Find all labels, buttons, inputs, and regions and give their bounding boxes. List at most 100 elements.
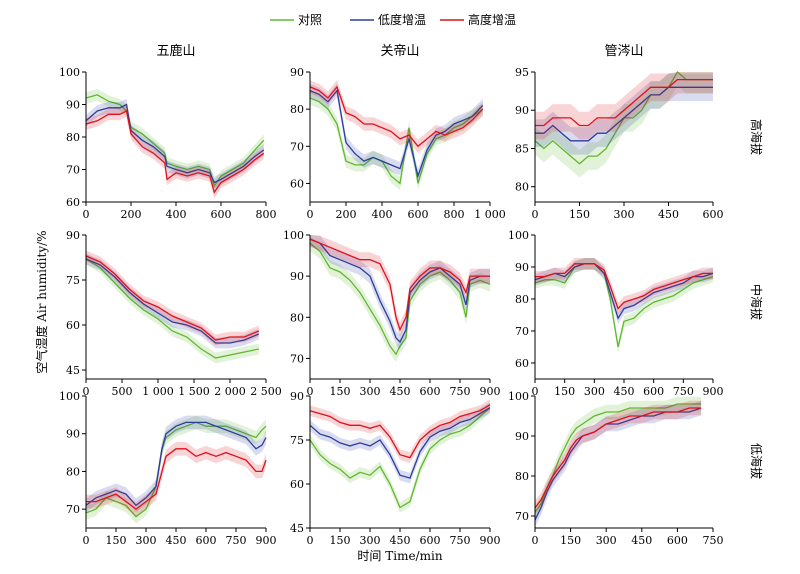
y-tick-label: 90 [66, 229, 80, 242]
legend-label-low-warming: 低度增温 [378, 12, 426, 27]
x-tick-label: 500 [112, 385, 133, 398]
y-tick-label: 80 [66, 131, 80, 144]
y-tick-label: 80 [290, 311, 304, 324]
y-tick-label: 90 [66, 428, 80, 441]
x-tick-label: 400 [166, 208, 187, 221]
panel-1-1: 0 150 300 450 600 750 900 70 80 90 100 [283, 229, 501, 398]
x-tick-label: 1 000 [474, 208, 506, 221]
series-line-2 [534, 407, 702, 509]
y-tick-label: 70 [290, 352, 304, 365]
series-line-1 [534, 263, 714, 320]
series-band-1 [310, 235, 490, 350]
series-band-1 [310, 402, 490, 484]
y-tick-label: 90 [66, 99, 80, 112]
row-label-mid: 中海拔 [749, 284, 764, 320]
series-band-2 [86, 105, 264, 199]
series-band-2 [310, 235, 490, 337]
series-band-2 [535, 400, 702, 516]
series-line-0 [534, 263, 714, 348]
series-band-2 [310, 80, 483, 153]
series-line-2 [86, 448, 267, 510]
row-label-high: 高海拔 [749, 119, 764, 155]
panel-1-0: 0 500 1 000 1 500 2 000 2 500 45 60 75 90 [66, 229, 282, 398]
series-band-1 [86, 253, 259, 349]
y-tick-label: 100 [508, 229, 529, 242]
series-band-2 [535, 72, 713, 140]
x-tick-label: 450 [390, 385, 411, 398]
series-line-1 [85, 258, 260, 344]
x-tick-label: 400 [372, 208, 393, 221]
series-line-2 [309, 404, 491, 459]
x-tick-label: 800 [256, 208, 277, 221]
x-tick-label: 150 [330, 534, 351, 547]
x-tick-label: 300 [596, 534, 617, 547]
y-tick-label: 70 [515, 510, 529, 523]
x-tick-label: 200 [121, 208, 142, 221]
row-label-low: 低海拔 [749, 443, 764, 479]
legend: 对照 低度增温 高度增温 [270, 12, 516, 27]
y-tick-label: 80 [515, 470, 529, 483]
y-tick-label: 45 [290, 522, 304, 535]
y-tick-label: 60 [290, 478, 304, 491]
series-band-1 [535, 73, 713, 155]
series-line-1 [309, 407, 491, 479]
y-tick-label: 80 [66, 465, 80, 478]
y-tick-label: 80 [515, 293, 529, 306]
series-line-1 [309, 238, 490, 344]
y-tick-label: 45 [66, 364, 80, 377]
series-line-1 [535, 86, 713, 142]
legend-label-control: 对照 [298, 13, 322, 27]
x-tick-label: 2 000 [214, 385, 246, 398]
x-tick-label: 300 [136, 534, 157, 547]
series-line-2 [309, 238, 490, 332]
x-tick-label: 750 [673, 385, 694, 398]
y-tick-label: 60 [290, 177, 304, 190]
x-tick-label: 0 [83, 534, 90, 547]
y-tick-label: 95 [515, 66, 529, 79]
series-band-2 [86, 442, 266, 516]
y-tick-label: 90 [290, 390, 304, 403]
y-axis-label: 空气湿度 Air humidity/% [34, 230, 49, 373]
panel-0-2: 0 150 300 450 600 80 85 90 95 [515, 66, 724, 221]
x-tick-label: 300 [614, 208, 635, 221]
series-line-1 [309, 89, 484, 179]
series-band-0 [310, 91, 483, 191]
legend-label-high-warming: 高度增温 [468, 12, 516, 27]
x-tick-label: 0 [83, 208, 90, 221]
x-tick-label: 600 [211, 208, 232, 221]
x-tick-label: 600 [667, 534, 688, 547]
y-tick-label: 60 [66, 319, 80, 332]
series-band-2 [86, 250, 259, 346]
x-tick-label: 150 [569, 208, 590, 221]
series-line-0 [309, 407, 491, 509]
panel-2-2: 0 150 300 450 600 750 70 80 90 100 [508, 390, 724, 547]
x-tick-label: 150 [330, 385, 351, 398]
x-tick-label: 600 [420, 534, 441, 547]
x-tick-label: 450 [658, 208, 679, 221]
x-tick-label: 300 [360, 534, 381, 547]
series-band-1 [535, 400, 702, 528]
y-tick-label: 70 [66, 503, 80, 516]
y-tick-label: 100 [283, 229, 304, 242]
panel-1-2: 0 150 300 450 600 750 900 60 70 80 90 100 [508, 229, 724, 398]
y-tick-label: 70 [515, 325, 529, 338]
x-tick-label: 750 [703, 534, 724, 547]
x-tick-label: 0 [532, 208, 539, 221]
y-tick-label: 100 [508, 390, 529, 403]
panel-0-0: 0 200 400 600 800 60 70 80 90 100 [59, 66, 277, 221]
y-tick-label: 70 [66, 164, 80, 177]
series-line-1 [85, 421, 267, 507]
x-tick-label: 450 [390, 534, 411, 547]
y-tick-label: 80 [515, 181, 529, 194]
x-tick-label: 900 [703, 385, 724, 398]
column-title-guancenshan: 管涔山 [604, 44, 643, 59]
x-tick-label: 750 [450, 385, 471, 398]
y-tick-label: 90 [290, 270, 304, 283]
column-title-guandishan: 关帝山 [380, 43, 419, 59]
x-tick-label: 0 [307, 534, 314, 547]
x-tick-label: 300 [360, 385, 381, 398]
x-tick-label: 300 [584, 385, 605, 398]
series-band-2 [310, 399, 490, 463]
x-tick-label: 0 [83, 385, 90, 398]
